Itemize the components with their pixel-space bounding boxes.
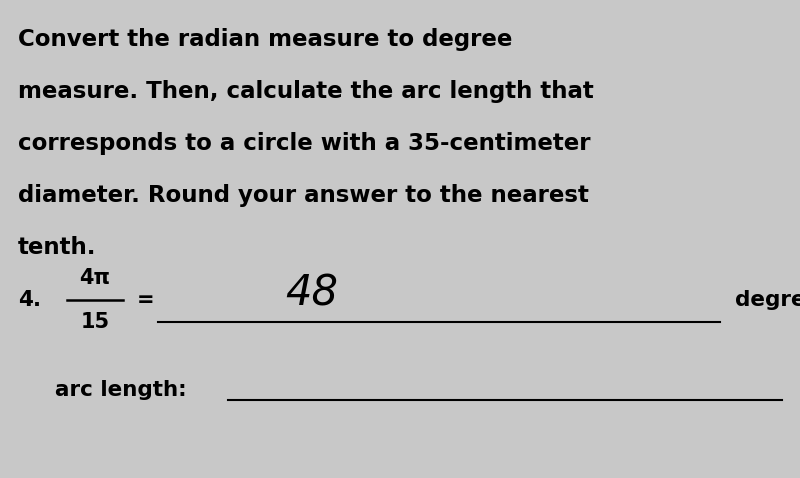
Text: 4.: 4.	[18, 290, 41, 310]
Text: tenth.: tenth.	[18, 236, 97, 259]
Text: 15: 15	[81, 312, 110, 332]
Text: Convert the radian measure to degree: Convert the radian measure to degree	[18, 28, 512, 51]
Text: corresponds to a circle with a 35-centimeter: corresponds to a circle with a 35-centim…	[18, 132, 590, 155]
Text: diameter. Round your answer to the nearest: diameter. Round your answer to the neare…	[18, 184, 589, 207]
Text: =: =	[137, 290, 154, 310]
Text: measure. Then, calculate the arc length that: measure. Then, calculate the arc length …	[18, 80, 594, 103]
Text: 4π: 4π	[79, 268, 110, 288]
Text: arc length:: arc length:	[55, 380, 186, 400]
Text: 48: 48	[285, 272, 338, 314]
Text: degrees: degrees	[735, 290, 800, 310]
